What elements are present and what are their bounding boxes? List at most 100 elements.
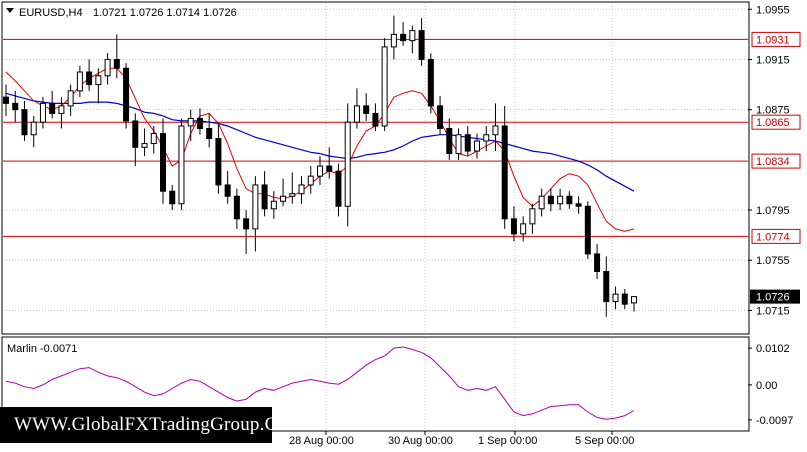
candle-body xyxy=(621,293,628,305)
candle[interactable] xyxy=(427,53,434,114)
candle-body xyxy=(261,184,268,210)
candle[interactable] xyxy=(621,289,628,310)
candle-body xyxy=(474,140,480,152)
candle[interactable] xyxy=(95,68,102,104)
indicator-frame xyxy=(1,336,750,432)
candle-body xyxy=(86,71,93,86)
candle-body xyxy=(123,67,130,122)
candle[interactable] xyxy=(67,84,74,116)
candle-body xyxy=(132,120,139,148)
candle[interactable] xyxy=(280,178,287,207)
candle-body xyxy=(575,203,582,207)
candle[interactable] xyxy=(58,97,65,129)
candle[interactable] xyxy=(446,118,453,160)
candle-body xyxy=(372,112,379,127)
candle[interactable] xyxy=(233,188,240,229)
candle[interactable] xyxy=(372,103,379,131)
candle[interactable] xyxy=(169,184,176,211)
candle[interactable] xyxy=(289,172,296,204)
candle[interactable] xyxy=(326,147,333,179)
candle[interactable] xyxy=(529,203,536,234)
candle-body xyxy=(160,132,166,192)
candle[interactable] xyxy=(464,125,471,157)
candle-body xyxy=(427,58,434,107)
candle[interactable] xyxy=(49,90,56,119)
candle[interactable] xyxy=(483,125,490,152)
collapse-arrow-icon[interactable] xyxy=(6,8,14,13)
candle[interactable] xyxy=(344,103,351,227)
candle[interactable] xyxy=(206,113,213,148)
current-price-box xyxy=(750,289,800,304)
candle[interactable] xyxy=(381,38,388,131)
candle[interactable] xyxy=(243,210,250,254)
candle[interactable] xyxy=(575,196,582,214)
candle[interactable] xyxy=(437,95,444,135)
candle-body xyxy=(326,165,333,172)
candle[interactable] xyxy=(215,123,222,194)
candle[interactable] xyxy=(418,18,425,66)
candle[interactable] xyxy=(86,59,93,91)
candle[interactable] xyxy=(30,115,37,148)
candle[interactable] xyxy=(520,216,527,242)
candle[interactable] xyxy=(3,84,9,116)
candle[interactable] xyxy=(261,171,268,217)
candle[interactable] xyxy=(123,63,130,129)
candle[interactable] xyxy=(187,109,194,142)
candle[interactable] xyxy=(390,15,397,60)
candle[interactable] xyxy=(252,176,259,252)
candle[interactable] xyxy=(603,256,610,317)
time-tick-label: 1 Sep 00:00 xyxy=(478,435,537,447)
candles[interactable] xyxy=(3,15,637,317)
candle-body xyxy=(538,195,545,210)
price-tick-label: 1.0955 xyxy=(756,4,790,16)
candle[interactable] xyxy=(317,156,323,185)
candle[interactable] xyxy=(298,176,305,204)
candle-body xyxy=(363,105,370,114)
candle[interactable] xyxy=(547,188,554,212)
candle[interactable] xyxy=(141,128,148,157)
candle-body xyxy=(400,33,407,42)
candle[interactable] xyxy=(353,88,360,129)
candle[interactable] xyxy=(557,188,564,211)
candle[interactable] xyxy=(39,97,46,129)
candle[interactable] xyxy=(538,188,545,217)
candle-body xyxy=(49,102,56,114)
candle[interactable] xyxy=(566,191,573,209)
candle[interactable] xyxy=(307,166,314,194)
candle[interactable] xyxy=(21,100,28,142)
level-tags: 1.0931 1.0865 1.0834 1.0774 1.0726 xyxy=(750,31,801,304)
candle[interactable] xyxy=(132,113,139,167)
candle[interactable] xyxy=(455,128,462,160)
level-tag-box xyxy=(751,114,801,130)
candle[interactable] xyxy=(501,105,508,229)
candle[interactable] xyxy=(160,118,166,204)
candle[interactable] xyxy=(409,25,416,54)
candle[interactable] xyxy=(270,191,277,219)
candle[interactable] xyxy=(631,296,637,312)
candle[interactable] xyxy=(335,163,342,217)
marlin-tick-label: 0.00 xyxy=(756,380,777,392)
candle[interactable] xyxy=(363,93,370,121)
candle[interactable] xyxy=(510,206,517,242)
candle[interactable] xyxy=(474,133,480,159)
candle[interactable] xyxy=(492,103,499,152)
candle-body xyxy=(529,208,536,225)
main-chart-frame xyxy=(1,1,750,335)
candle[interactable] xyxy=(400,21,407,46)
candle[interactable] xyxy=(224,171,231,204)
candle[interactable] xyxy=(104,53,111,85)
candle-body xyxy=(298,184,305,195)
indicator-label: Marlin -0.0071 xyxy=(7,343,77,355)
candle[interactable] xyxy=(76,65,83,98)
candle[interactable] xyxy=(594,243,601,280)
candle[interactable] xyxy=(178,118,185,211)
candle[interactable] xyxy=(12,90,19,123)
candle-body xyxy=(603,271,610,303)
candle[interactable] xyxy=(113,34,120,79)
candle[interactable] xyxy=(584,201,591,259)
candle[interactable] xyxy=(150,125,157,154)
candle[interactable] xyxy=(612,286,619,310)
candle[interactable] xyxy=(196,108,203,135)
level-tag-label: 1.0865 xyxy=(756,117,790,129)
